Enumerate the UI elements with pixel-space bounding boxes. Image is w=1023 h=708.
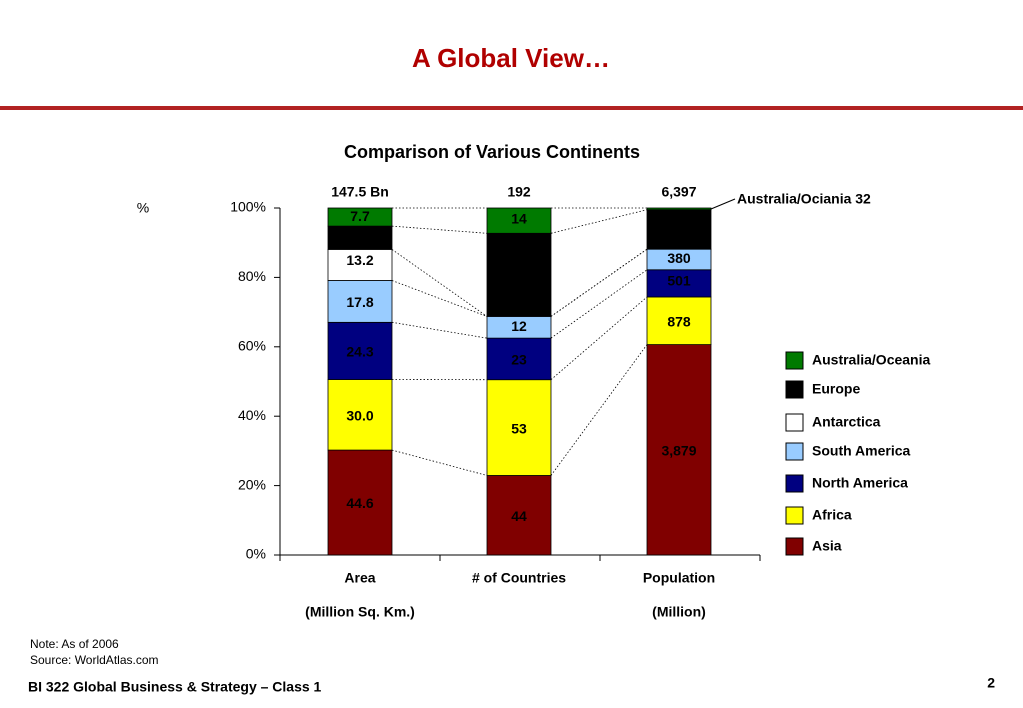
title-rule <box>0 106 1023 110</box>
leader-line <box>710 198 736 210</box>
bar-segment <box>486 337 552 381</box>
bar-segment <box>646 296 712 345</box>
data-label: 7.7 <box>350 208 370 224</box>
connector <box>391 449 488 476</box>
data-label: 727 <box>667 212 691 228</box>
data-label: 24.3 <box>346 344 373 360</box>
legend-label: Antarctica <box>812 414 881 430</box>
data-label: 12 <box>511 318 527 334</box>
total-label: 192 <box>507 184 531 200</box>
chart-title: Comparison of Various Continents <box>344 142 640 162</box>
connector <box>391 280 488 317</box>
legend-swatch <box>785 351 804 370</box>
legend-swatch <box>785 537 804 556</box>
legend-label: Asia <box>812 538 842 554</box>
connector <box>550 296 648 380</box>
bar-segment <box>486 207 552 234</box>
legend-swatch <box>785 506 804 525</box>
y-tick-label: 100% <box>230 199 266 215</box>
data-label: 3,879 <box>661 442 696 458</box>
legend-swatch <box>785 442 804 461</box>
legend-swatch <box>785 380 804 399</box>
data-label: 13.2 <box>346 252 373 268</box>
bar-segment <box>486 475 552 556</box>
x-subtitle: (Million) <box>652 604 706 620</box>
y-tick-label: 0% <box>246 546 266 562</box>
bar-segment <box>327 249 393 281</box>
legend-swatch <box>785 474 804 493</box>
connector <box>550 344 648 476</box>
bar-segment <box>486 379 552 476</box>
data-label: 30.0 <box>346 407 373 423</box>
legend-label: North America <box>812 475 908 491</box>
y-tick-label: 80% <box>238 268 266 284</box>
data-label: 380 <box>667 250 691 266</box>
data-label: 17.8 <box>346 294 373 310</box>
x-subtitle: (Million Sq. Km.) <box>305 604 415 620</box>
legend-swatch <box>785 413 804 432</box>
data-label: 23 <box>511 352 527 368</box>
data-label: 878 <box>667 313 691 329</box>
connector <box>550 269 648 339</box>
x-tick-label: Population <box>643 570 715 586</box>
data-label: 44.6 <box>346 495 373 511</box>
bar-segment <box>646 344 712 556</box>
data-label: 46 <box>511 268 527 284</box>
note: Note: As of 2006 <box>30 637 119 651</box>
data-label: 501 <box>667 272 691 288</box>
slide-title: A Global View… <box>412 43 610 73</box>
x-tick-label: # of Countries <box>472 570 566 586</box>
connector <box>550 209 648 234</box>
y-tick-label: 20% <box>238 476 266 492</box>
x-tick-label: Area <box>344 570 375 586</box>
legend-label: Africa <box>812 507 852 523</box>
chart: 0% 20% 40% 60% 80% 100% 44.6 30.0 24.3 17.8 13.2 9.… <box>230 184 930 620</box>
y-axis-label: % <box>137 200 149 216</box>
total-label: 147.5 Bn <box>331 184 389 200</box>
legend-label: Australia/Oceania <box>812 352 930 368</box>
y-tick-label: 60% <box>238 338 266 354</box>
data-label: 14 <box>511 211 527 227</box>
data-label: 53 <box>511 420 527 436</box>
data-label: 9.9 <box>350 228 370 244</box>
total-label: 6,397 <box>661 184 696 200</box>
y-tick-label: 40% <box>238 407 266 423</box>
bar-segment <box>646 207 712 211</box>
source: Source: WorldAtlas.com <box>30 653 159 667</box>
bar-segment <box>327 379 393 451</box>
bar-segment <box>486 232 552 317</box>
footer: BI 322 Global Business & Strategy – Clas… <box>28 679 322 695</box>
data-label: 44 <box>511 508 527 524</box>
legend-label: South America <box>812 443 910 459</box>
legend-label: Europe <box>812 381 860 397</box>
page-number: 2 <box>987 675 995 691</box>
annotation: Australia/Ociania 32 <box>737 191 871 207</box>
bar-segment <box>327 207 393 227</box>
